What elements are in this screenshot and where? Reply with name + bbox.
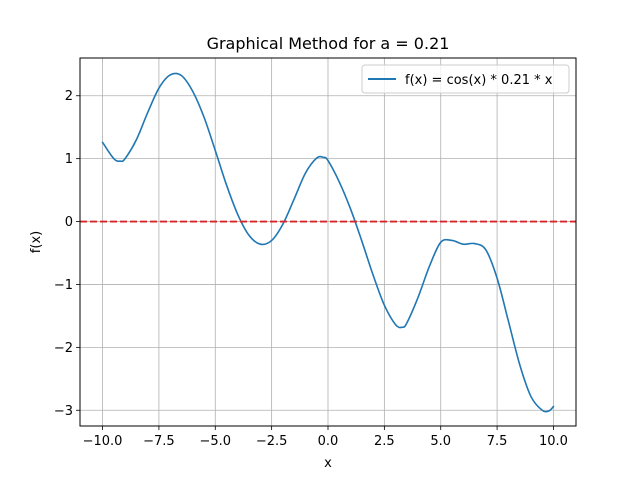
- series-layer: [80, 72, 576, 413]
- legend-label: f(x) = cos(x) * 0.21 * x: [405, 73, 553, 88]
- chart-title: Graphical Method for a = 0.21: [207, 34, 450, 53]
- y-tick-label: 0: [65, 215, 73, 230]
- x-tick-label: −7.5: [143, 434, 175, 449]
- x-tick-label: 0.0: [318, 434, 339, 449]
- y-tick-label: −2: [54, 341, 73, 356]
- ticks: −10.0 −7.5 −5.0 −2.5 0.0 2.5 5.0 7.5 10.0 −3 −2 −1 0…: [54, 89, 568, 449]
- y-tick-label: −1: [54, 278, 73, 293]
- legend: f(x) = cos(x) * 0.21 * x: [361, 64, 570, 94]
- x-tick-label: 5.0: [430, 434, 451, 449]
- grid: [80, 58, 576, 426]
- y-tick-label: −3: [54, 404, 73, 419]
- x-axis-label: x: [324, 456, 332, 471]
- x-tick-label: 7.5: [487, 434, 508, 449]
- y-tick-label: 2: [65, 89, 73, 104]
- series-line-f: [101, 72, 555, 413]
- x-tick-label: 2.5: [374, 434, 395, 449]
- y-tick-label: 1: [65, 152, 73, 167]
- legend-box: [361, 64, 570, 94]
- x-tick-label: 10.0: [539, 434, 568, 449]
- x-tick-label: −10.0: [83, 434, 123, 449]
- y-axis-label: f(x): [29, 231, 44, 253]
- x-tick-label: −2.5: [256, 434, 288, 449]
- x-tick-label: −5.0: [199, 434, 231, 449]
